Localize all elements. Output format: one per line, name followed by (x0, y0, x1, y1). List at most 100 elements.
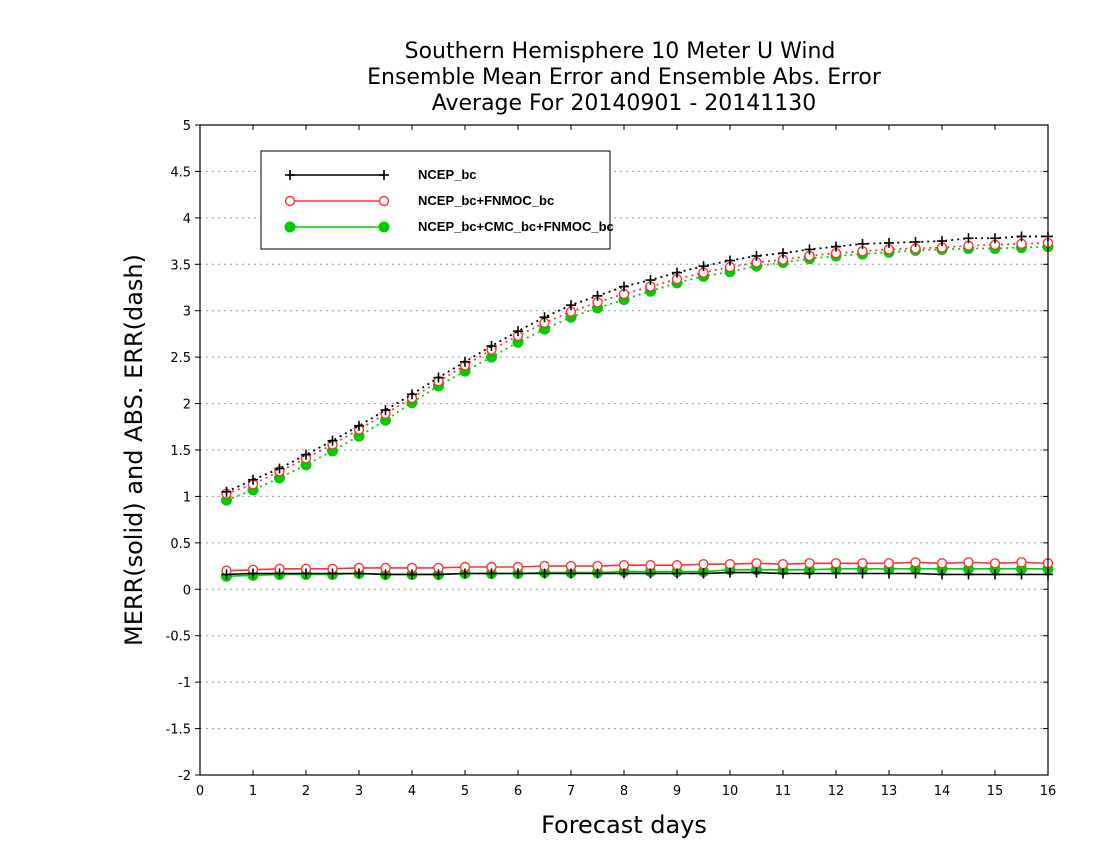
abs-err-line (226, 245, 1049, 501)
series-NCEP_bc+FNMOC_bc (221, 237, 1054, 576)
series-NCEP_bc+CMC_bc+FNMOC_bc (221, 241, 1054, 582)
x-tick-label: 10 (722, 784, 739, 799)
x-axis-label: Forecast days (541, 811, 707, 839)
y-tick-label: 1.5 (170, 444, 191, 459)
abs-err-point (354, 420, 364, 431)
merr-point (380, 569, 391, 580)
y-tick-label: 4.5 (170, 165, 191, 180)
merr-point (830, 558, 842, 569)
merr-point (619, 568, 629, 579)
merr-line (226, 568, 1048, 578)
merr-point (1016, 557, 1027, 568)
merr-point (698, 568, 709, 579)
abs-err-point (433, 372, 444, 383)
legend-item: NCEP_bc+CMC_bc+FNMOC_bc (284, 219, 614, 234)
merr-point (990, 569, 1000, 580)
title-line-1: Southern Hemisphere 10 Meter U Wind (405, 39, 836, 64)
abs-err-point (937, 236, 947, 247)
legend-item: NCEP_bc (285, 167, 477, 182)
abs-err-point (539, 312, 550, 323)
merr-point (724, 559, 736, 570)
x-tick-label: 14 (934, 784, 951, 799)
merr-point (301, 568, 311, 579)
merr-point (671, 559, 683, 571)
x-tick-label: 15 (987, 784, 1004, 799)
legend-label: NCEP_bc+CMC_bc+FNMOC_bc (418, 219, 614, 234)
abs-err-point (963, 233, 974, 244)
merr-point (645, 559, 656, 571)
legend-label: NCEP_bc+FNMOC_bc (418, 193, 554, 208)
abs-err-point (407, 389, 417, 400)
merr-point (751, 558, 762, 569)
y-tick-label: 2.5 (170, 351, 191, 366)
legend-marker (284, 195, 296, 207)
merr-point (672, 568, 682, 579)
merr-point (460, 568, 470, 579)
merr-point (274, 568, 285, 579)
abs-err-point (990, 233, 1000, 244)
y-tick-label: -2 (178, 769, 191, 784)
abs-err-point (910, 237, 921, 247)
legend-marker (378, 221, 390, 233)
x-tick-label: 7 (567, 784, 575, 799)
x-tick-label: 2 (302, 784, 310, 799)
title-line-2: Ensemble Mean Error and Ensemble Abs. Er… (367, 65, 882, 90)
legend-box (260, 150, 611, 250)
abs-err-point (460, 356, 470, 367)
abs-err-point (672, 267, 682, 278)
legend-marker (284, 221, 296, 233)
x-tick-label: 9 (673, 784, 681, 799)
merr-point (645, 568, 656, 579)
merr-point (1016, 569, 1027, 580)
y-tick-label: 0 (183, 583, 191, 598)
merr-line (226, 571, 1048, 576)
x-tick-label: 12 (828, 784, 845, 799)
merr-point (513, 568, 523, 579)
abs-err-point (327, 435, 338, 446)
x-tick-label: 8 (620, 784, 628, 799)
legend-item: NCEP_bc+FNMOC_bc (284, 193, 554, 208)
chart-title: Southern Hemisphere 10 Meter U Wind Ense… (367, 39, 882, 116)
merr-point (804, 558, 815, 569)
merr-point (831, 568, 841, 579)
abs-err-line (226, 235, 1048, 493)
x-tick-label: 5 (461, 784, 469, 799)
y-tick-label: 1 (183, 490, 191, 505)
legend-marker (285, 170, 295, 180)
merr-point (539, 568, 550, 579)
legend-marker (378, 195, 390, 207)
merr-point (804, 568, 815, 579)
abs-err-point (592, 290, 603, 301)
legend-label: NCEP_bc (418, 167, 477, 182)
abs-err-point (301, 449, 311, 460)
merr-point (937, 569, 947, 580)
abs-err-point (804, 244, 815, 255)
merr-point (618, 559, 630, 571)
y-tick-label: -1 (178, 676, 191, 691)
merr-point (857, 568, 868, 579)
merr-point (910, 568, 921, 579)
merr-point (433, 569, 444, 580)
y-axis-label: MERR(solid) and ABS. ERR(dash) (120, 254, 148, 646)
x-tick-label: 6 (514, 784, 522, 799)
abs-err-point (513, 326, 523, 337)
merr-point (936, 558, 948, 569)
y-tick-label: 5 (183, 119, 191, 134)
abs-err-point (486, 341, 497, 351)
merr-point (777, 559, 789, 570)
title-line-3: Average For 20140901 - 20141130 (432, 91, 817, 116)
merr-point (486, 568, 497, 579)
merr-point (963, 569, 974, 580)
merr-point (221, 569, 232, 580)
x-tick-label: 11 (775, 784, 792, 799)
abs-err-point (857, 238, 868, 249)
x-tick-label: 13 (881, 784, 898, 799)
y-tick-label: 4 (183, 212, 191, 227)
merr-point (407, 569, 417, 580)
merr-point (566, 568, 576, 579)
y-tick-label: 2 (183, 398, 191, 413)
x-tick-label: 3 (355, 784, 363, 799)
axis-ticks: -2-1.5-1-0.500.511.522.533.544.550 1 2 3 4 5 6… (166, 119, 1057, 799)
merr-point (751, 567, 762, 578)
